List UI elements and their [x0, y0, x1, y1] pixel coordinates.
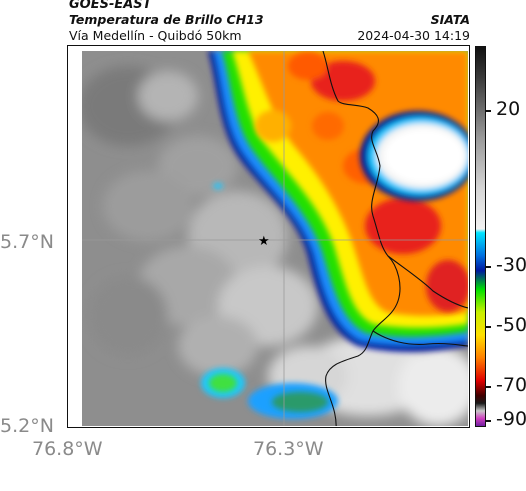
city-star-icon: ★	[258, 234, 270, 249]
colorbar-tick	[486, 266, 491, 268]
colorbar-label: 20	[496, 98, 521, 120]
colorbar-tick	[486, 420, 491, 422]
region-label: Vía Medellín - Quibdó 50km	[69, 28, 242, 43]
colorbar-label: -70	[496, 374, 526, 396]
y-tick-label: 5.2°N	[0, 415, 54, 437]
colorbar-label: -90	[496, 408, 526, 430]
datetime-label: 2024-04-30 14:19	[357, 28, 470, 43]
grid	[82, 51, 468, 426]
colorbar-label: -30	[496, 254, 526, 276]
colorbar-tick	[486, 110, 491, 112]
map-frame: ★	[67, 45, 470, 428]
colorbar-label: -50	[496, 314, 526, 336]
colorbar	[475, 46, 486, 427]
colorbar-tick	[486, 326, 491, 328]
colorbar-tick	[486, 386, 491, 388]
x-tick-label: 76.3°W	[253, 438, 324, 460]
agency-label: SIATA	[430, 12, 470, 27]
clear-hole	[360, 111, 468, 201]
product-label: Temperatura de Brillo CH13	[69, 12, 264, 27]
satellite-label: GOES-EAST	[69, 0, 152, 12]
y-tick-label: 5.7°N	[0, 231, 54, 253]
boundaries	[322, 51, 468, 426]
x-tick-label: 76.8°W	[32, 438, 103, 460]
satellite-map: ★	[82, 51, 468, 426]
